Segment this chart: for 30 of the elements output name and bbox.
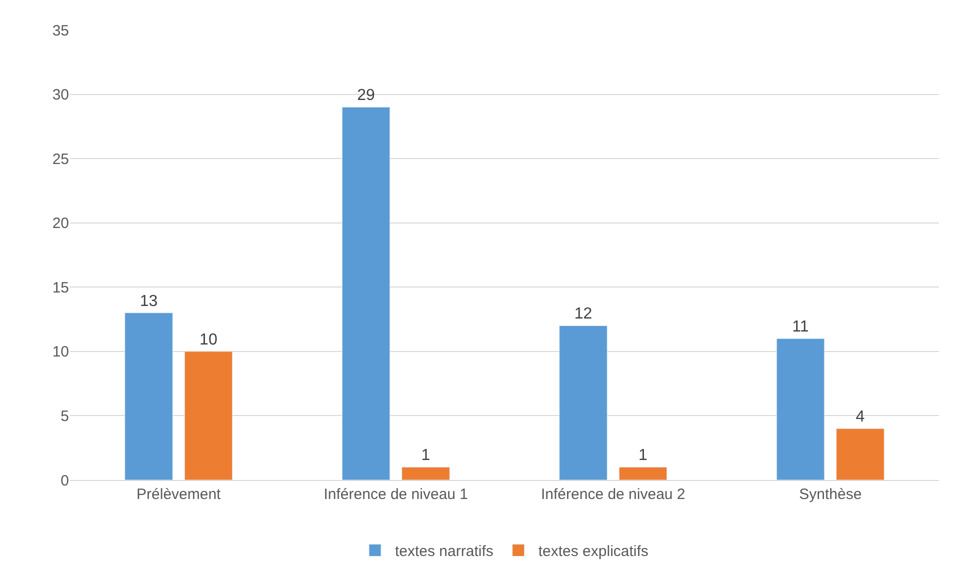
y-tick-label: 10 [52, 344, 69, 361]
x-tick-label: Inférence de niveau 1 [324, 486, 468, 503]
y-tick-label: 35 [52, 22, 69, 40]
legend-label: textes explicatifs [538, 543, 648, 560]
bar [184, 351, 233, 480]
y-tick-label: 15 [52, 279, 69, 296]
bar [776, 338, 825, 480]
data-label: 11 [792, 318, 809, 336]
bar [342, 106, 390, 480]
bar [836, 428, 884, 480]
y-tick-label: 5 [60, 408, 69, 425]
y-tick-label: 20 [52, 215, 69, 232]
x-tick-label: Inférence de niveau 2 [540, 486, 686, 503]
data-label: 1 [638, 447, 648, 464]
bar [618, 466, 668, 480]
x-tick-label: Synthèse [799, 486, 862, 503]
data-label: 12 [574, 306, 592, 323]
bar [559, 325, 608, 480]
data-label: 13 [140, 292, 158, 310]
y-tick-label: 30 [52, 86, 69, 104]
x-tick-label: Prélèvement [136, 486, 222, 503]
y-tick-label: 25 [52, 150, 69, 168]
data-label: 10 [200, 331, 218, 348]
data-label: 29 [357, 87, 375, 104]
data-label: 4 [856, 408, 865, 426]
bar [402, 466, 450, 480]
bar [124, 312, 173, 480]
data-label: 1 [421, 447, 430, 464]
legend-label: textes narratifs [395, 543, 494, 560]
y-tick-label: 0 [60, 472, 69, 490]
